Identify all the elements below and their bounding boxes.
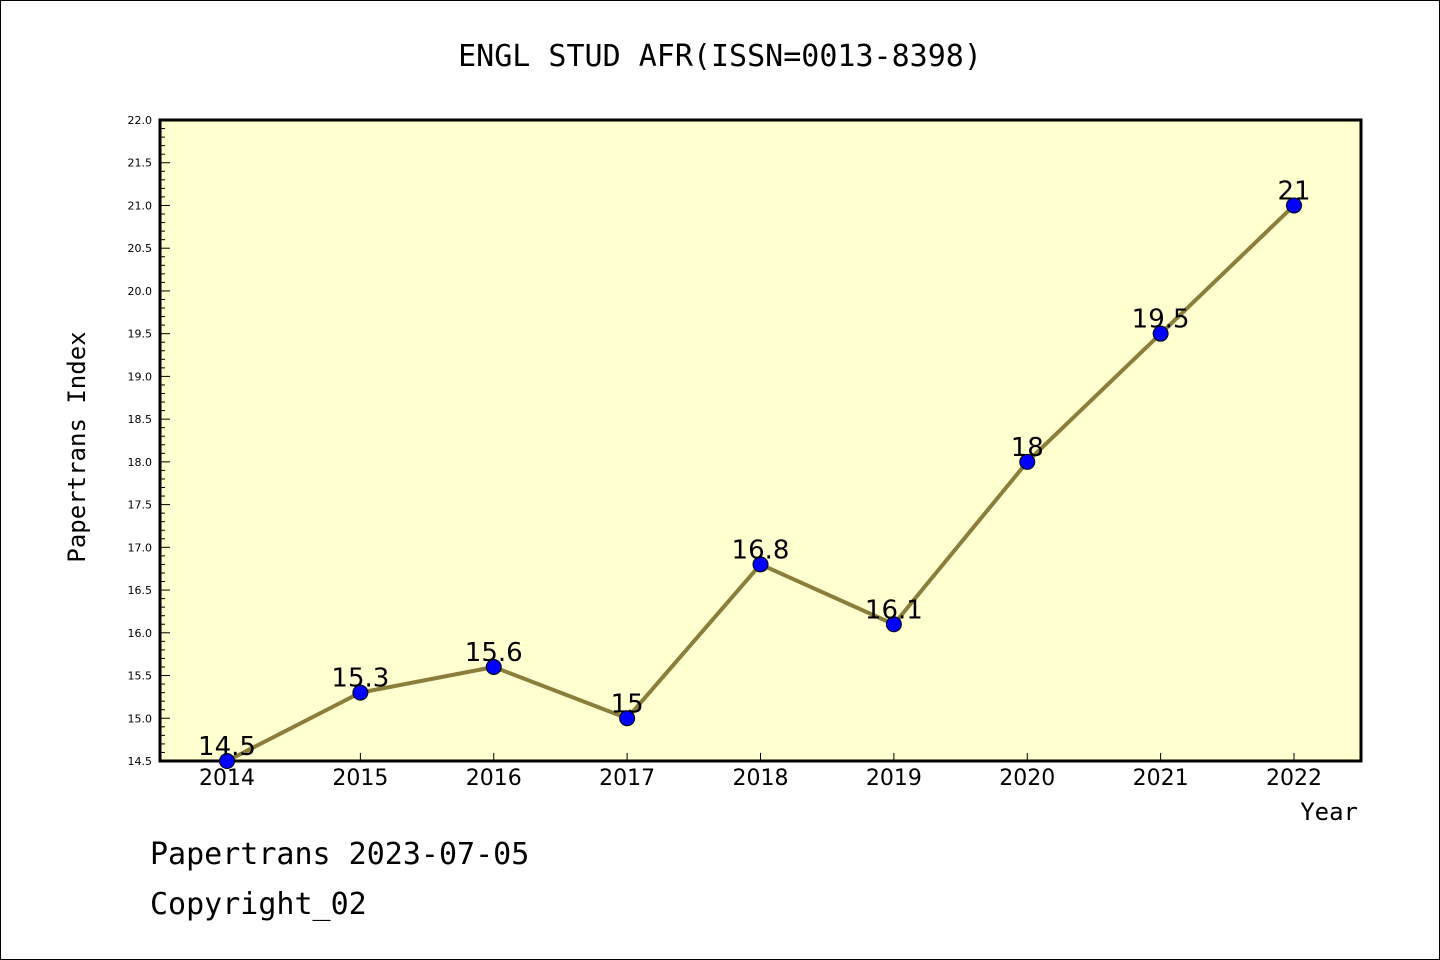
y-tick-label: 18.5 xyxy=(128,413,153,426)
x-tick-label: 2019 xyxy=(866,766,922,791)
data-point-marker xyxy=(1019,453,1036,470)
y-tick-label: 20.5 xyxy=(128,242,153,255)
y-tick-label: 15.5 xyxy=(128,670,153,683)
chart-title: ENGL STUD AFR(ISSN=0013-8398) xyxy=(458,39,982,74)
data-point-marker xyxy=(219,753,235,769)
data-label: 16.8 xyxy=(732,535,790,565)
y-tick-label: 21.5 xyxy=(128,157,153,170)
x-tick-label: 2015 xyxy=(332,766,388,791)
data-labels: 14.5 15.3 15.6 15 16.8 16.1 18 19.5 21 xyxy=(198,176,1310,762)
y-tick-label: 18.0 xyxy=(128,456,153,469)
plot-area xyxy=(158,118,1363,763)
x-tick-label: 2017 xyxy=(599,766,655,791)
y-tick-label: 16.5 xyxy=(128,584,153,597)
data-label: 21 xyxy=(1277,176,1310,206)
data-label: 19.5 xyxy=(1132,305,1190,335)
x-tick-label: 2021 xyxy=(1133,766,1189,791)
series-markers xyxy=(219,197,1302,769)
y-tick-label: 22.0 xyxy=(128,114,153,127)
y-tick-label: 19.0 xyxy=(128,370,153,383)
y-tick-label: 19.5 xyxy=(128,328,153,341)
y-axis-label: Papertrans Index xyxy=(63,331,91,562)
data-label: 15.6 xyxy=(465,638,523,668)
y-tick-label: 16.0 xyxy=(128,627,153,640)
y-tick-label: 20.0 xyxy=(128,285,153,298)
y-axis-ticks xyxy=(160,119,170,762)
x-tick-label: 2020 xyxy=(999,766,1055,791)
data-point-marker xyxy=(352,684,369,701)
data-label: 14.5 xyxy=(198,732,256,762)
data-point-marker xyxy=(1152,325,1169,342)
data-point-marker xyxy=(752,556,769,573)
data-label: 15.3 xyxy=(331,664,389,694)
data-point-marker xyxy=(1286,197,1302,214)
x-tick-label: 2016 xyxy=(466,766,522,791)
y-tick-label: 21.0 xyxy=(128,199,153,212)
y-tick-label: 17.5 xyxy=(128,499,153,512)
x-tick-label: 2014 xyxy=(199,766,255,791)
y-tick-label: 14.5 xyxy=(128,755,153,768)
data-point-marker xyxy=(485,658,502,675)
data-point-marker xyxy=(885,616,902,633)
y-axis-tick-labels: 14.5 15.0 15.5 16.0 16.5 17.0 17.5 18.0 18.5 19.0… xyxy=(128,114,153,768)
y-tick-label: 17.0 xyxy=(128,541,153,554)
data-label: 16.1 xyxy=(865,595,923,625)
x-tick-label: 2022 xyxy=(1266,766,1322,791)
footer-date-text: Papertrans 2023-07-05 xyxy=(150,837,529,872)
x-tick-label: 2018 xyxy=(733,766,789,791)
x-axis-ticks xyxy=(226,753,1295,761)
y-tick-label: 15.0 xyxy=(128,712,153,725)
x-axis-label: Year xyxy=(1300,798,1358,826)
data-label: 18 xyxy=(1011,433,1044,463)
data-label: 15 xyxy=(611,689,644,719)
x-axis-tick-labels: 2014 2015 2016 2017 2018 2019 2020 2021 2022 xyxy=(199,766,1322,791)
footer-copyright-text: Copyright_02 xyxy=(150,887,367,922)
data-point-marker xyxy=(619,710,636,727)
